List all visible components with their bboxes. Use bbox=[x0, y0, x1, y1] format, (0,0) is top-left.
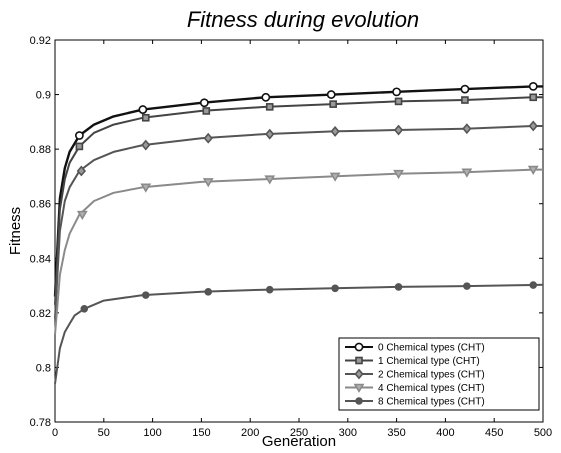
data-point bbox=[204, 288, 213, 296]
series-layer bbox=[53, 81, 544, 384]
data-point bbox=[261, 92, 271, 102]
data-point bbox=[394, 283, 403, 291]
data-point bbox=[331, 284, 339, 293]
data-point bbox=[265, 285, 274, 294]
series-1 bbox=[54, 93, 543, 305]
legend-label: 8 Chemical types (CHT) bbox=[378, 397, 485, 408]
y-tick-label: 0.82 bbox=[30, 308, 51, 320]
data-point bbox=[462, 123, 472, 135]
data-point bbox=[141, 139, 151, 151]
data-point bbox=[527, 165, 539, 175]
data-point bbox=[264, 175, 276, 185]
data-point bbox=[460, 84, 470, 94]
x-tick-label: 250 bbox=[290, 427, 308, 439]
data-point bbox=[203, 132, 213, 144]
legend-label: 4 Chemical types (CHT) bbox=[378, 383, 485, 394]
data-point bbox=[202, 107, 211, 115]
data-point bbox=[76, 165, 87, 177]
x-tick-label: 200 bbox=[241, 427, 259, 439]
y-tick-label: 0.8 bbox=[36, 362, 51, 374]
x-tick-label: 300 bbox=[339, 427, 357, 439]
data-point bbox=[199, 98, 209, 108]
x-tick-label: 150 bbox=[192, 427, 210, 439]
axis-ticks: 0 50 100 150 200 250 300 350 400 450 500 0.78 0.8 0.8… bbox=[30, 35, 553, 439]
series-2 bbox=[54, 120, 543, 319]
x-tick-label: 350 bbox=[387, 427, 405, 439]
data-point bbox=[140, 183, 152, 193]
x-tick-label: 400 bbox=[436, 427, 454, 439]
legend-marker bbox=[354, 342, 364, 352]
y-tick-label: 0.84 bbox=[30, 253, 51, 265]
y-tick-label: 0.86 bbox=[30, 199, 51, 211]
series-3 bbox=[54, 165, 543, 335]
data-point bbox=[202, 178, 214, 188]
data-point bbox=[330, 125, 340, 137]
data-point bbox=[76, 210, 88, 221]
legend-label: 2 Chemical types (CHT) bbox=[378, 370, 485, 381]
series-0 bbox=[53, 81, 543, 297]
data-point bbox=[392, 87, 401, 97]
x-tick-label: 450 bbox=[485, 427, 503, 439]
legend-label: 0 Chemical types (CHT) bbox=[378, 343, 485, 354]
x-tick-label: 0 bbox=[52, 427, 58, 439]
data-point bbox=[138, 105, 148, 114]
legend-label: 1 Chemical type (CHT) bbox=[378, 356, 480, 367]
data-point bbox=[529, 281, 538, 289]
x-tick-label: 100 bbox=[143, 427, 161, 439]
data-point bbox=[463, 282, 471, 290]
series-4 bbox=[54, 281, 544, 384]
data-point bbox=[394, 97, 403, 106]
y-tick-label: 0.92 bbox=[30, 35, 51, 47]
data-point bbox=[329, 100, 337, 108]
data-point bbox=[141, 291, 150, 299]
legend-marker bbox=[354, 368, 364, 380]
y-axis-label: Fitness bbox=[7, 207, 24, 255]
y-tick-label: 0.78 bbox=[30, 417, 51, 429]
x-axis-label: Generation bbox=[262, 433, 336, 450]
x-tick-label: 50 bbox=[98, 427, 110, 439]
data-point bbox=[461, 96, 469, 104]
legend-marker bbox=[355, 356, 363, 365]
y-tick-label: 0.88 bbox=[30, 144, 51, 156]
data-point bbox=[75, 142, 84, 151]
data-point bbox=[393, 169, 404, 180]
data-point bbox=[265, 128, 275, 140]
data-point bbox=[141, 113, 150, 122]
legend-marker bbox=[353, 383, 365, 393]
data-point bbox=[265, 103, 274, 111]
data-point bbox=[461, 168, 473, 178]
data-point bbox=[75, 131, 84, 140]
y-tick-label: 0.9 bbox=[36, 90, 51, 102]
data-point bbox=[393, 124, 404, 136]
data-point bbox=[528, 81, 538, 91]
data-point bbox=[528, 120, 538, 132]
legend-marker bbox=[355, 397, 363, 405]
data-point bbox=[529, 93, 538, 102]
data-point bbox=[80, 304, 89, 313]
data-point bbox=[329, 172, 341, 182]
data-point bbox=[326, 90, 336, 99]
chart-title: Fitness during evolution bbox=[187, 7, 419, 32]
x-tick-label: 500 bbox=[534, 427, 552, 439]
legend: 0 Chemical types (CHT) 1 Chemical type (C… bbox=[338, 337, 540, 411]
